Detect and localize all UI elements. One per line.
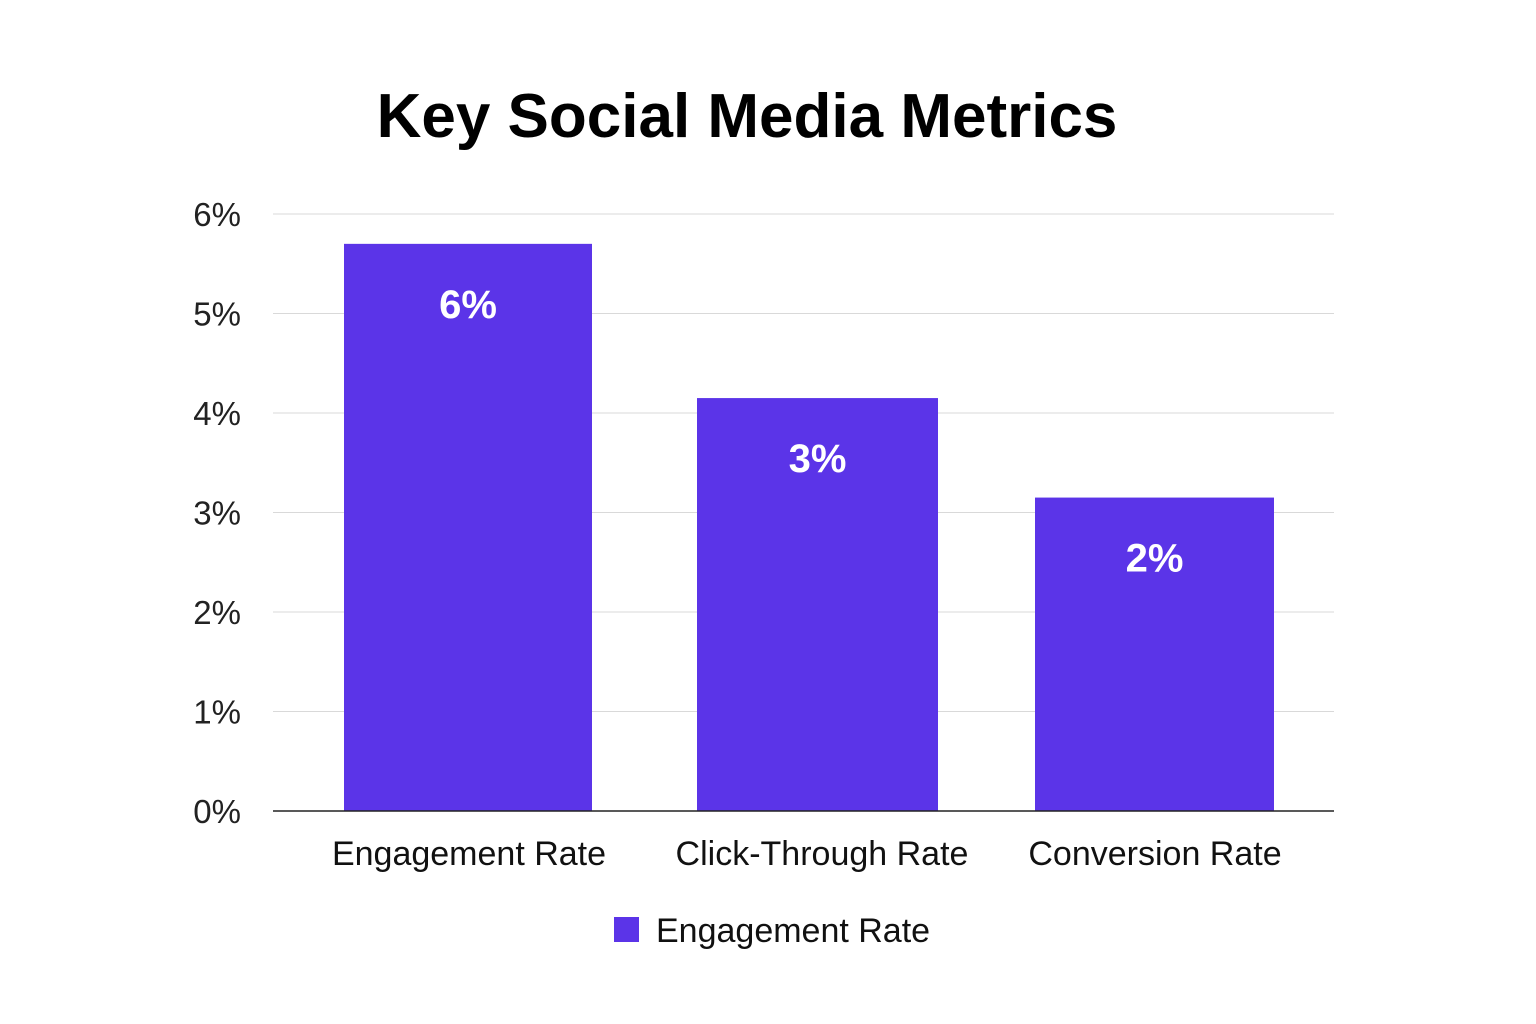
x-category-label: Click-Through Rate [676,835,969,873]
legend-label: Engagement Rate [656,912,930,950]
bar-data-label: 6% [439,283,497,327]
bar-data-label: 3% [789,437,847,481]
data-labels: 6% 3% 2% [439,283,1183,581]
y-tick-label: 5% [193,296,241,333]
legend: Engagement Rate [614,912,930,950]
bar-data-label: 2% [1126,537,1184,581]
x-category-label: Engagement Rate [332,835,606,873]
y-tick-label: 3% [193,495,241,532]
chart-title: Key Social Media Metrics [377,82,1118,151]
y-tick-label: 6% [193,196,241,233]
y-tick-label: 4% [193,395,241,432]
bar [1035,497,1274,811]
x-axis-categories: Engagement Rate Click-Through Rate Convers… [332,835,1282,873]
bar [697,398,938,811]
legend-swatch [614,917,639,942]
y-axis-ticks: 0% 1% 2% 3% 4% 5% 6% [193,196,241,830]
y-tick-label: 1% [193,694,241,731]
y-tick-label: 2% [193,594,241,631]
bars [344,243,1274,812]
x-category-label: Conversion Rate [1028,835,1281,873]
bar [344,243,592,812]
y-tick-label: 0% [193,793,241,830]
